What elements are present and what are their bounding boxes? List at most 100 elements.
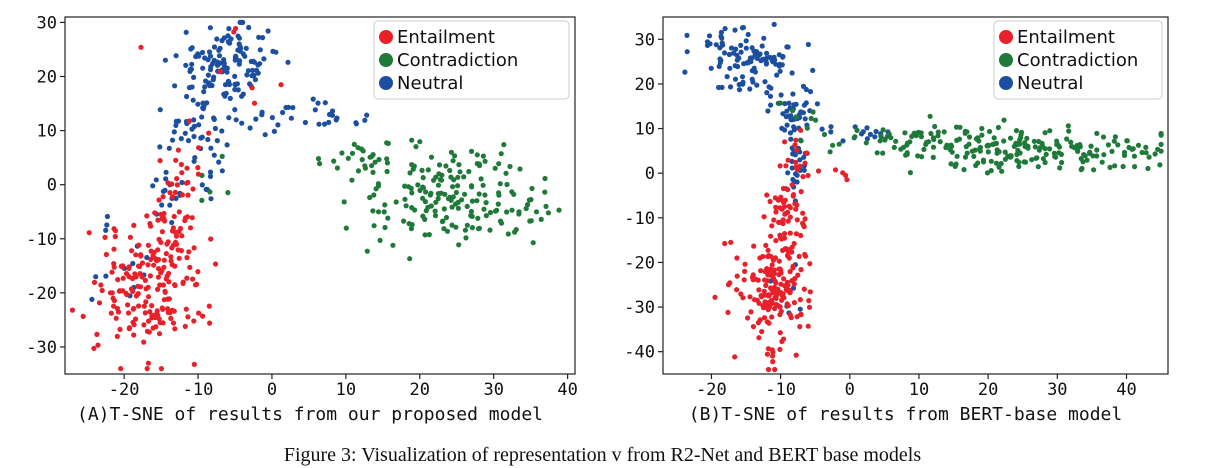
point-entailment [758, 268, 764, 274]
point-entailment [155, 217, 161, 223]
axes-frame [64, 16, 576, 375]
point-entailment [769, 347, 775, 353]
point-contradiction [487, 227, 493, 233]
point-contradiction [481, 206, 487, 212]
point-neutral [252, 77, 258, 83]
point-contradiction [384, 160, 390, 166]
x-tick-label: 10 [909, 380, 929, 400]
x-tick-label: 30 [483, 380, 503, 400]
point-neutral [211, 152, 217, 158]
point-neutral [210, 77, 216, 83]
point-entailment [208, 236, 214, 242]
legend-label-contradiction: Contradiction [397, 50, 518, 71]
point-entailment [195, 171, 201, 177]
point-contradiction [368, 154, 375, 160]
point-entailment [160, 282, 166, 288]
point-neutral [211, 57, 217, 64]
point-entailment [99, 287, 105, 294]
x-tick-label: 0 [267, 380, 277, 400]
point-contradiction [480, 153, 486, 159]
point-neutral [240, 19, 246, 25]
point-neutral [270, 48, 276, 55]
point-contradiction [453, 224, 459, 230]
point-entailment [200, 313, 206, 319]
point-entailment [136, 303, 142, 309]
point-entailment [184, 275, 190, 281]
point-entailment [187, 264, 193, 270]
point-neutral [322, 100, 328, 106]
point-neutral [214, 138, 220, 144]
point-contradiction [432, 213, 439, 219]
point-entailment [139, 274, 145, 280]
y-tick-label: 20 [635, 75, 655, 95]
point-entailment [170, 194, 176, 200]
point-entailment [807, 261, 813, 267]
point-entailment [165, 239, 171, 245]
point-entailment [69, 307, 75, 313]
point-neutral [226, 79, 232, 85]
point-entailment [94, 331, 100, 337]
point-entailment [798, 232, 804, 239]
point-contradiction [851, 135, 857, 141]
point-neutral [724, 74, 730, 80]
point-entailment [798, 189, 804, 195]
point-contradiction [1075, 148, 1081, 154]
point-entailment [154, 258, 160, 264]
point-neutral [706, 33, 713, 39]
point-contradiction [1024, 135, 1030, 141]
point-entailment [793, 352, 799, 358]
point-contradiction [1013, 128, 1020, 134]
point-contradiction [1002, 149, 1008, 155]
point-neutral [736, 81, 742, 88]
point-entailment [734, 273, 740, 279]
point-entailment [156, 331, 163, 337]
point-entailment [725, 309, 731, 315]
x-tick-label: 20 [978, 380, 998, 400]
point-entailment [157, 158, 163, 164]
point-neutral [175, 118, 182, 124]
point-neutral [172, 83, 178, 89]
y-tick-label: 0 [47, 176, 57, 196]
point-neutral [227, 95, 233, 101]
point-neutral [713, 42, 719, 48]
point-contradiction [985, 149, 991, 155]
point-contradiction [413, 144, 419, 150]
point-neutral [130, 260, 136, 267]
legend-marker-contradiction [379, 53, 393, 67]
point-entailment [761, 214, 767, 220]
point-entailment [158, 366, 164, 372]
point-entailment [103, 251, 109, 258]
y-tick-label: -10 [26, 230, 57, 250]
point-entailment [190, 276, 196, 282]
point-entailment [148, 223, 154, 229]
point-entailment [761, 315, 768, 321]
point-contradiction [420, 175, 426, 181]
point-contradiction [468, 208, 474, 215]
point-neutral [236, 35, 242, 41]
point-neutral [864, 136, 871, 142]
point-contradiction [406, 221, 412, 227]
point-neutral [221, 57, 227, 63]
point-contradiction [384, 140, 390, 146]
point-entailment [184, 255, 190, 261]
point-entailment [102, 234, 108, 240]
point-neutral [179, 179, 185, 186]
point-neutral [802, 116, 808, 122]
point-entailment [120, 263, 126, 269]
point-entailment [111, 246, 117, 252]
point-entailment [768, 233, 774, 239]
point-neutral [739, 74, 746, 80]
point-neutral [738, 42, 744, 49]
point-contradiction [456, 242, 462, 248]
point-contradiction [428, 190, 434, 196]
point-contradiction [986, 143, 992, 149]
point-entailment [126, 325, 133, 331]
point-neutral [326, 119, 332, 125]
point-contradiction [932, 123, 938, 130]
point-neutral [103, 273, 109, 279]
point-entailment [773, 209, 779, 215]
y-tick-label: 30 [37, 13, 57, 33]
point-neutral [803, 100, 809, 106]
point-entailment [176, 209, 182, 215]
point-neutral [245, 68, 251, 74]
